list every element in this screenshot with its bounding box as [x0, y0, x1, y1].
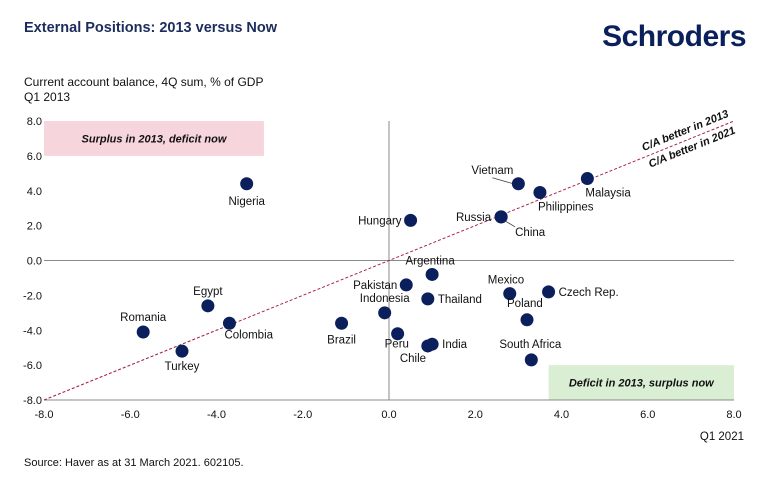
data-point — [399, 278, 413, 292]
annotation-text: Surplus in 2013, deficit now — [82, 133, 228, 145]
x-tick-label: -2.0 — [293, 409, 312, 421]
schroders-logo: Schroders — [602, 20, 746, 53]
data-point-label: Nigeria — [228, 196, 265, 208]
data-point — [335, 316, 349, 330]
x-axis-label: Q1 2021 — [700, 431, 744, 443]
y-axis-label: Current account balance, 4Q sum, % of GD… — [24, 75, 263, 105]
data-point — [222, 316, 236, 330]
y-tick-label: -8.0 — [23, 395, 42, 407]
data-point-label: Russia — [456, 212, 492, 224]
y-tick-label: -4.0 — [23, 325, 42, 337]
data-point — [378, 306, 392, 320]
data-point — [391, 327, 405, 341]
data-point-label: Chile — [400, 353, 426, 365]
y-tick-label: -6.0 — [23, 360, 42, 372]
chart-title: External Positions: 2013 versus Now — [24, 20, 278, 36]
data-point-label: Brazil — [327, 334, 356, 346]
x-tick-label: -6.0 — [121, 409, 140, 421]
data-point — [421, 292, 435, 306]
data-point-label: Mexico — [488, 275, 524, 287]
data-point — [503, 287, 517, 301]
data-point-label: Hungary — [358, 215, 402, 227]
data-point-label: Argentina — [406, 255, 456, 267]
y-tick-label: -2.0 — [23, 290, 42, 302]
annotation-box — [44, 121, 264, 156]
data-point-label: Thailand — [438, 294, 482, 306]
data-point — [511, 177, 525, 191]
data-point-label: Vietnam — [471, 165, 513, 177]
data-point — [542, 285, 556, 299]
data-point — [533, 185, 547, 199]
data-point-label: South Africa — [499, 339, 562, 351]
data-point — [524, 353, 538, 367]
data-point-label: India — [442, 339, 468, 351]
y-tick-label: 8.0 — [27, 116, 42, 128]
leader-line — [492, 177, 514, 185]
data-point — [240, 177, 254, 191]
y-axis-label-line2: Q1 2013 — [24, 90, 71, 104]
data-point — [175, 344, 189, 358]
data-point — [494, 210, 508, 224]
data-point-label: Indonesia — [360, 293, 410, 305]
data-point-label: Colombia — [224, 329, 273, 341]
data-point-label: Romania — [120, 312, 167, 324]
data-point-label: Pakistan — [353, 280, 397, 292]
x-tick-label: 6.0 — [640, 409, 655, 421]
x-tick-label: 4.0 — [554, 409, 569, 421]
y-axis-label-line1: Current account balance, 4Q sum, % of GD… — [24, 75, 264, 89]
x-tick-label: 8.0 — [726, 409, 741, 421]
y-tick-label: 4.0 — [27, 186, 42, 198]
data-point — [404, 213, 418, 227]
y-tick-label: 6.0 — [27, 151, 42, 163]
annotation-box — [548, 365, 734, 400]
data-point — [201, 299, 215, 313]
data-point-label: Malaysia — [585, 188, 631, 200]
source-note: Source: Haver as at 31 March 2021. 60210… — [24, 457, 244, 469]
x-tick-label: -8.0 — [35, 409, 54, 421]
data-point-label: Philippines — [538, 201, 594, 213]
leader-line — [504, 220, 516, 228]
x-tick-label: -4.0 — [207, 409, 226, 421]
x-tick-label: 2.0 — [468, 409, 483, 421]
y-tick-label: 2.0 — [27, 221, 42, 233]
data-point-label: Turkey — [165, 361, 200, 373]
data-point — [425, 337, 439, 351]
data-point-label: Poland — [507, 298, 543, 310]
data-point-label: Peru — [385, 339, 409, 351]
data-point-label: Czech Rep. — [559, 287, 619, 299]
x-tick-label: 0.0 — [381, 409, 396, 421]
data-point — [580, 172, 594, 186]
data-point — [520, 313, 534, 327]
annotation-text: Deficit in 2013, surplus now — [569, 378, 715, 390]
y-tick-label: 0.0 — [27, 256, 42, 268]
data-point — [425, 267, 439, 281]
data-point-label: China — [515, 227, 546, 239]
data-point-label: Egypt — [193, 286, 223, 298]
reference-line — [43, 120, 735, 401]
data-point — [136, 325, 150, 339]
